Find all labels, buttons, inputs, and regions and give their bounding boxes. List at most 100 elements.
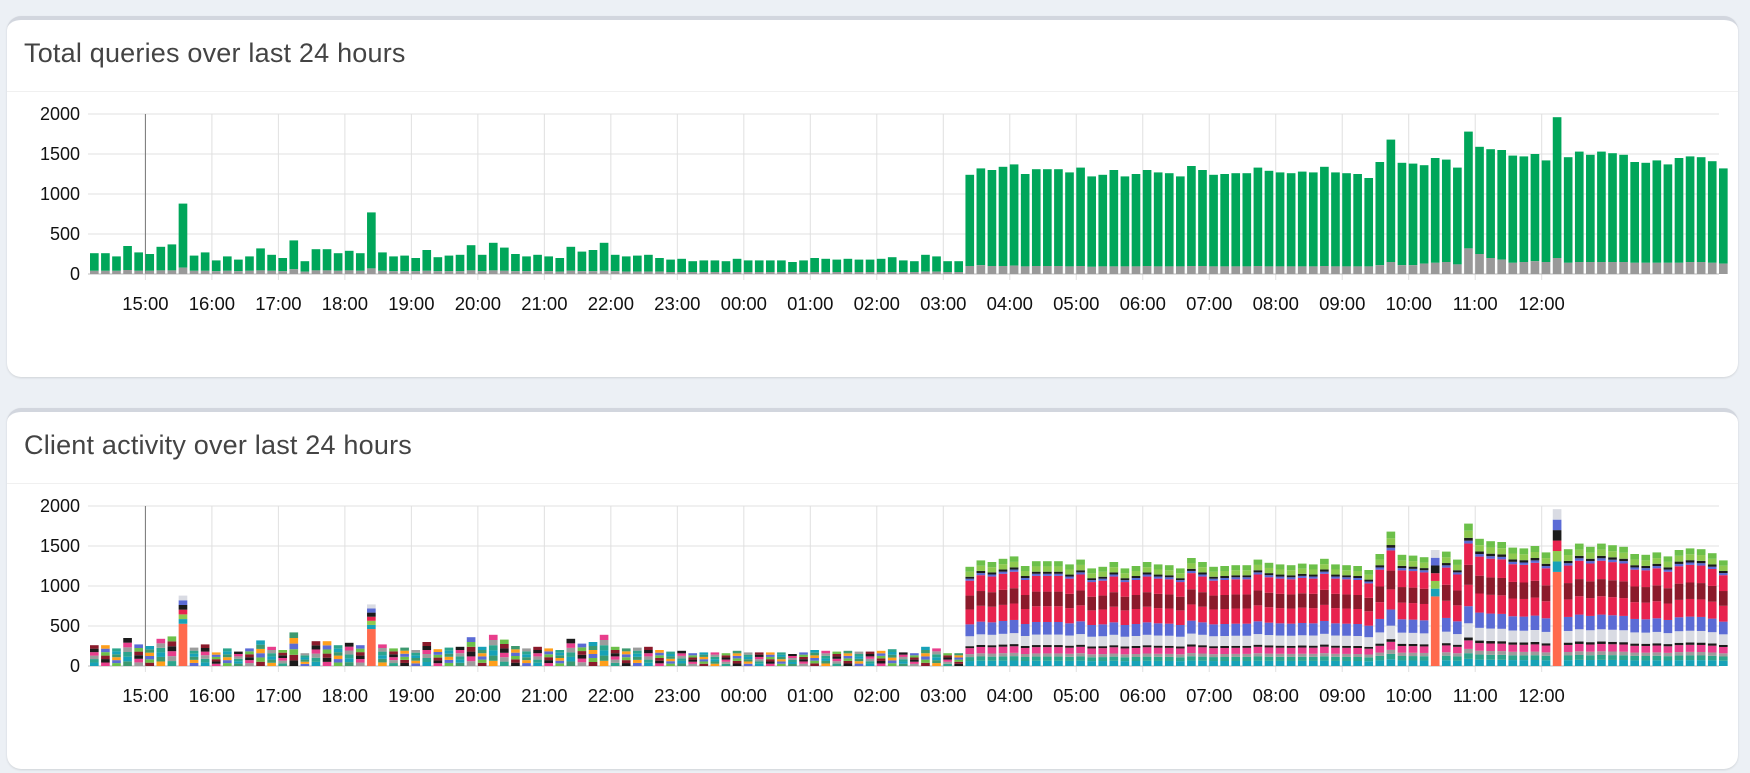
client-segment [1386,538,1396,546]
client-segment [1453,644,1462,647]
client-segment [976,646,986,654]
client-segment [1541,558,1551,564]
client-segment [765,661,775,664]
client-segment [1663,603,1673,620]
client-segment [1342,577,1351,580]
client-segment [1331,608,1340,624]
client-segment [1574,543,1584,550]
client-segment [1209,657,1218,662]
client-segment [1264,592,1274,608]
client-segment [1375,559,1385,566]
client-segment [1652,568,1662,586]
client-segment [234,654,243,657]
client-segment [1054,591,1063,607]
client-segment [1408,561,1418,567]
client-segment [1031,656,1041,661]
client-segment [1264,573,1274,576]
client-segment [976,570,986,574]
permitted-bar [522,256,531,272]
client-segment [1286,608,1296,624]
client-segment [976,621,986,635]
client-segment [1176,568,1185,574]
client-segment [1331,653,1340,657]
blocked-bar [522,271,531,274]
client-segment [134,655,143,659]
client-segment [1142,660,1152,666]
permitted-bar [1364,178,1374,267]
client-segment [1685,598,1695,617]
client-segment [1098,657,1108,662]
blocked-bar [234,271,243,274]
client-segment [1065,647,1074,654]
client-segment [1641,587,1651,603]
client-segment [1253,605,1263,622]
client-segment [289,632,299,638]
client-segment [577,651,587,655]
blocked-bar [1209,266,1218,274]
client-segment [1308,608,1318,624]
client-segment [1441,643,1451,646]
client-segment [466,656,476,662]
client-segment [1663,571,1673,589]
client-segment [333,659,343,663]
client-segment [1297,577,1307,594]
client-segment [921,662,930,666]
client-segment [1619,558,1628,562]
client-segment [1508,616,1518,631]
client-segment [1707,564,1717,567]
client-segment [322,661,332,666]
blocked-bar [1264,266,1274,274]
client-segment [1020,576,1030,578]
permitted-bar [1209,174,1218,267]
client-segment [1131,609,1141,624]
client-segment [400,656,409,660]
permitted-bar [1441,159,1451,262]
client-segment [976,560,986,566]
blocked-bar [799,272,808,274]
client-segment [987,622,997,635]
x-tick-label: 03:00 [920,685,966,706]
client-segment [1663,633,1673,645]
x-tick-label: 21:00 [521,293,567,314]
client-segment [1353,624,1362,636]
permitted-bar [1043,169,1052,266]
client-segment [1286,623,1296,636]
client-segment [998,569,1008,572]
client-segment [1375,567,1385,570]
permitted-bar [234,259,243,272]
client-segment [1397,632,1407,644]
client-segment [743,654,753,657]
client-segment [455,659,465,663]
client-segment [1076,646,1085,654]
client-segment [1608,562,1617,581]
client-segment [367,624,376,630]
client-segment [1153,645,1163,648]
client-segment [754,652,764,655]
permitted-bar [1297,171,1307,267]
client-segment [799,652,808,655]
client-segment [1696,565,1706,584]
client-segment [854,656,864,659]
client-segment [1563,655,1573,661]
client-segment [300,657,310,660]
client-segment [1087,661,1096,666]
client-segment [466,661,476,666]
client-segment [1707,585,1717,602]
client-segment [610,662,620,666]
permitted-bar [1286,173,1296,267]
client-segment [1142,567,1152,573]
client-segment [1364,657,1374,662]
client-segment [610,656,620,660]
client-segment [222,654,232,658]
client-segment [1220,571,1229,576]
client-segment [1519,630,1529,643]
client-segment [577,643,587,648]
client-segment [444,659,454,663]
client-segment [389,660,398,664]
client-segment [1486,628,1495,642]
permitted-bar [821,258,831,272]
x-tick-label: 16:00 [189,685,235,706]
client-segment [754,656,764,660]
